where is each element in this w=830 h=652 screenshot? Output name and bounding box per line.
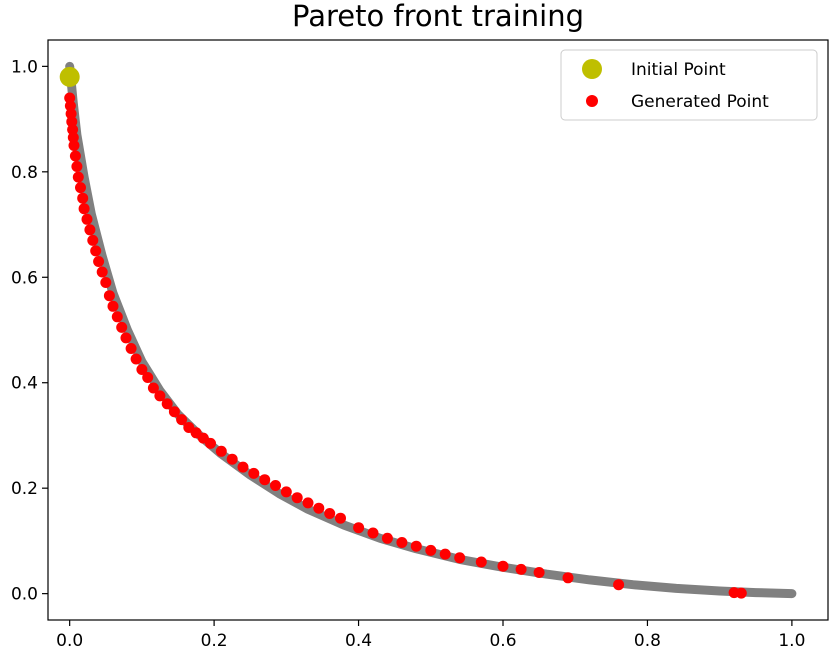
generated-point [302, 497, 314, 509]
legend: Initial Point Generated Point [560, 49, 818, 121]
generated-point [237, 461, 249, 473]
x-tick-label: 1.0 [778, 631, 805, 651]
generated-point [75, 182, 86, 194]
generated-point [111, 311, 123, 323]
generated-point [72, 171, 84, 183]
generated-point [67, 124, 79, 136]
generated-point [439, 548, 451, 560]
generated-point [410, 540, 422, 552]
generated-point [90, 245, 102, 257]
generated-point [64, 92, 76, 104]
generated-point [96, 266, 108, 278]
generated-point [324, 508, 336, 519]
generated-point [533, 567, 545, 578]
generated-point [103, 290, 115, 302]
x-tick-label: 0.0 [56, 631, 83, 651]
generated-point [735, 587, 747, 599]
generated-point [176, 414, 188, 426]
y-tick-label: 1.0 [11, 57, 38, 77]
generated-point [562, 572, 574, 584]
generated-point [130, 353, 142, 365]
y-tick-label: 0.8 [11, 163, 38, 183]
generated-point [161, 398, 173, 410]
generated-point [425, 544, 437, 556]
generated-point [87, 234, 99, 246]
generated-point [81, 213, 93, 225]
legend-marker-generated-point [586, 95, 598, 107]
legend-marker-initial-point [582, 59, 602, 79]
generated-point [116, 321, 128, 333]
x-tick-label: 0.8 [634, 631, 661, 651]
pareto-front-line [65, 61, 797, 599]
generated-point [226, 453, 238, 465]
x-tick-label: 0.2 [201, 631, 228, 651]
generated-point [107, 300, 119, 312]
generated-point [136, 364, 148, 375]
generated-point [613, 579, 625, 591]
generated-point [154, 390, 166, 402]
generated-point [353, 522, 365, 534]
generated-point [215, 445, 227, 457]
generated-point [497, 560, 509, 572]
chart-title: Pareto front training [292, 0, 584, 33]
plot-area [59, 61, 797, 599]
generated-point [69, 150, 81, 162]
generated-point [367, 527, 379, 539]
generated-point [142, 372, 154, 383]
generated-point [515, 563, 527, 575]
generated-point [71, 161, 83, 172]
generated-point [475, 556, 487, 568]
generated-point [454, 552, 466, 564]
y-axis: 0.0 0.2 0.4 0.6 0.8 1.0 [11, 57, 48, 605]
generated-point [270, 480, 281, 491]
generated-point [68, 140, 80, 151]
legend-label-generated-point: Generated Point [631, 92, 769, 112]
generated-point [78, 203, 90, 215]
legend-box [560, 49, 818, 121]
generated-point [147, 382, 159, 394]
generated-point [248, 467, 260, 479]
generated-point [84, 224, 96, 236]
generated-point [313, 502, 325, 514]
y-tick-label: 0.4 [11, 374, 38, 394]
generated-point [259, 474, 271, 486]
axes-frame [47, 39, 829, 621]
generated-point [205, 437, 216, 449]
generated-point [65, 108, 77, 120]
initial-point [59, 66, 80, 87]
y-tick-label: 0.6 [11, 268, 38, 288]
generated-point [381, 532, 393, 544]
x-axis: 0.0 0.2 0.4 0.6 0.8 1.0 [56, 620, 805, 651]
legend-label-initial-point: Initial Point [631, 60, 726, 80]
generated-point [396, 537, 408, 548]
y-tick-label: 0.2 [11, 479, 38, 499]
generated-point [66, 116, 78, 128]
generated-point [67, 132, 79, 143]
generated-point [93, 256, 105, 267]
generated-point [291, 492, 303, 504]
generated-point [77, 192, 89, 204]
generated-point [120, 332, 132, 344]
generated-point [168, 406, 180, 418]
generated-point [100, 277, 112, 288]
y-tick-label: 0.0 [11, 585, 38, 605]
x-tick-label: 0.6 [489, 631, 516, 651]
x-tick-label: 0.4 [345, 631, 372, 651]
generated-point [125, 343, 137, 354]
generated-point [280, 486, 292, 498]
generated-point [335, 512, 346, 524]
generated-point [64, 100, 76, 112]
